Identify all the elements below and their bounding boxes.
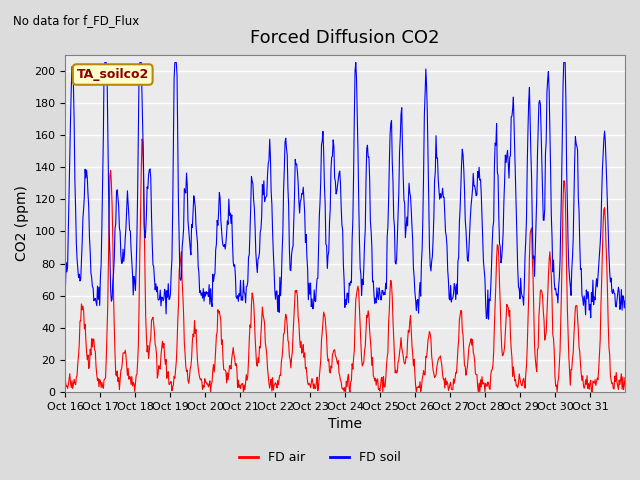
FD soil [435, 187, 443, 193]
FD air [231, 356, 239, 361]
Line: FD soil: FD soil [65, 62, 625, 319]
FD soil [280, 188, 287, 194]
Line: FD air: FD air [65, 139, 625, 392]
FD air [138, 136, 146, 142]
X-axis label: Time: Time [328, 418, 362, 432]
FD air [61, 378, 69, 384]
FD air [239, 389, 247, 395]
FD air [127, 382, 135, 387]
Legend: FD air, FD soil: FD air, FD soil [234, 446, 406, 469]
FD soil [231, 262, 239, 268]
FD soil [621, 298, 629, 304]
Y-axis label: CO2 (ppm): CO2 (ppm) [15, 185, 29, 261]
FD soil [404, 223, 412, 229]
FD air [621, 375, 629, 381]
FD air [280, 330, 288, 336]
FD soil [101, 60, 109, 65]
FD soil [484, 316, 492, 322]
FD air [436, 355, 444, 360]
FD air [404, 327, 412, 333]
FD soil [128, 259, 136, 264]
Text: TA_soilco2: TA_soilco2 [77, 68, 149, 81]
Title: Forced Diffusion CO2: Forced Diffusion CO2 [250, 29, 440, 48]
Text: No data for f_FD_Flux: No data for f_FD_Flux [13, 14, 139, 27]
FD soil [259, 181, 266, 187]
FD soil [61, 286, 69, 292]
FD air [259, 312, 267, 318]
